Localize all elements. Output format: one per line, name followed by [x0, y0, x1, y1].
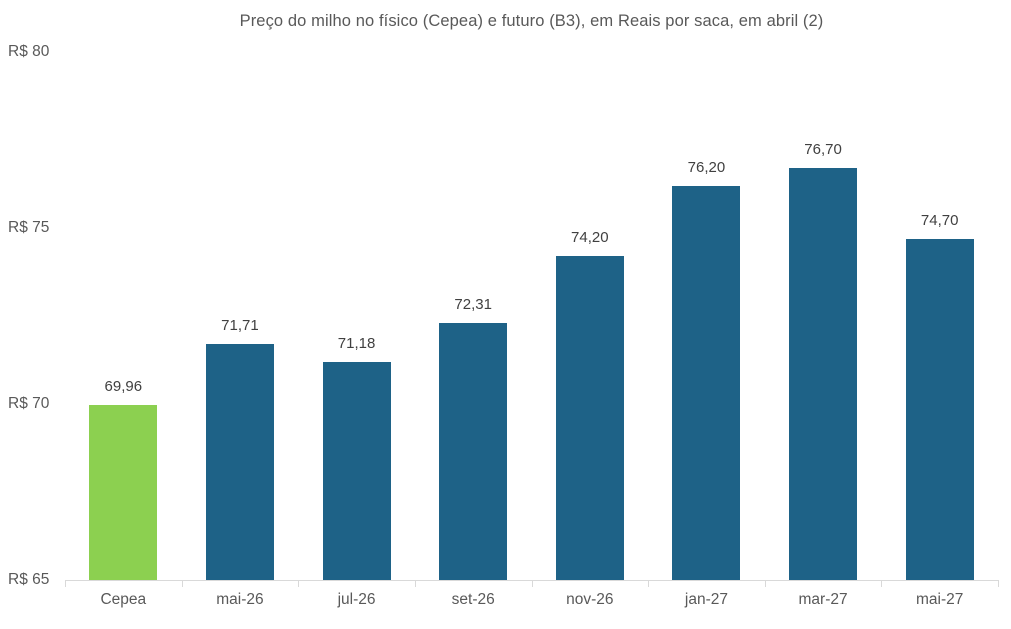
bar-jan-27 [672, 185, 741, 580]
x-axis-tick-mark [531, 580, 533, 587]
x-axis-tick-mark [764, 580, 766, 587]
bar-value-label: 76,70 [804, 141, 842, 159]
x-axis-category-label: set-26 [451, 591, 495, 608]
y-axis-tick-label: R$ 80 [8, 43, 50, 60]
x-axis-category-label: mai-26 [216, 591, 264, 608]
bar-value-label: 76,20 [687, 158, 726, 176]
bar-jul-26 [322, 362, 391, 580]
bar-mar-27 [789, 168, 858, 580]
x-axis-category-label: jul-26 [337, 591, 376, 608]
bar-set-26 [439, 322, 508, 580]
x-axis-tick-mark [181, 580, 183, 587]
bar-mai-26 [205, 343, 274, 580]
x-axis-tick-mark [298, 580, 300, 587]
x-axis-tick-mark [648, 580, 650, 587]
x-axis-tick-mark [881, 580, 883, 587]
y-axis-tick-label: R$ 65 [8, 571, 50, 588]
x-axis-category-label: mai-27 [915, 591, 964, 608]
bar-nov-26 [555, 256, 624, 580]
x-axis-tick-mark [998, 580, 999, 587]
x-axis-category-label: Cepea [100, 591, 147, 608]
x-axis-category-label: mar-27 [798, 591, 848, 608]
bar-value-label: 69,96 [104, 378, 143, 396]
x-axis-category-label: jan-27 [684, 591, 728, 608]
x-axis-category-label: nov-26 [566, 591, 614, 608]
bar-mai-27 [905, 238, 974, 580]
y-axis-tick-label: R$ 75 [8, 219, 50, 236]
bar-value-label: 71,18 [337, 335, 376, 353]
bar-value-label: 71,71 [221, 316, 259, 334]
x-axis-tick-mark [414, 580, 416, 587]
bar-value-label: 74,20 [571, 229, 609, 247]
bar-Cepea [89, 405, 158, 580]
bar-value-label: 74,70 [920, 211, 959, 229]
chart-title: Preço do milho no físico (Cepea) e futur… [239, 12, 824, 30]
x-axis-tick-mark [65, 580, 66, 587]
bar-value-label: 72,31 [454, 295, 492, 313]
y-axis-tick-label: R$ 70 [8, 395, 50, 412]
